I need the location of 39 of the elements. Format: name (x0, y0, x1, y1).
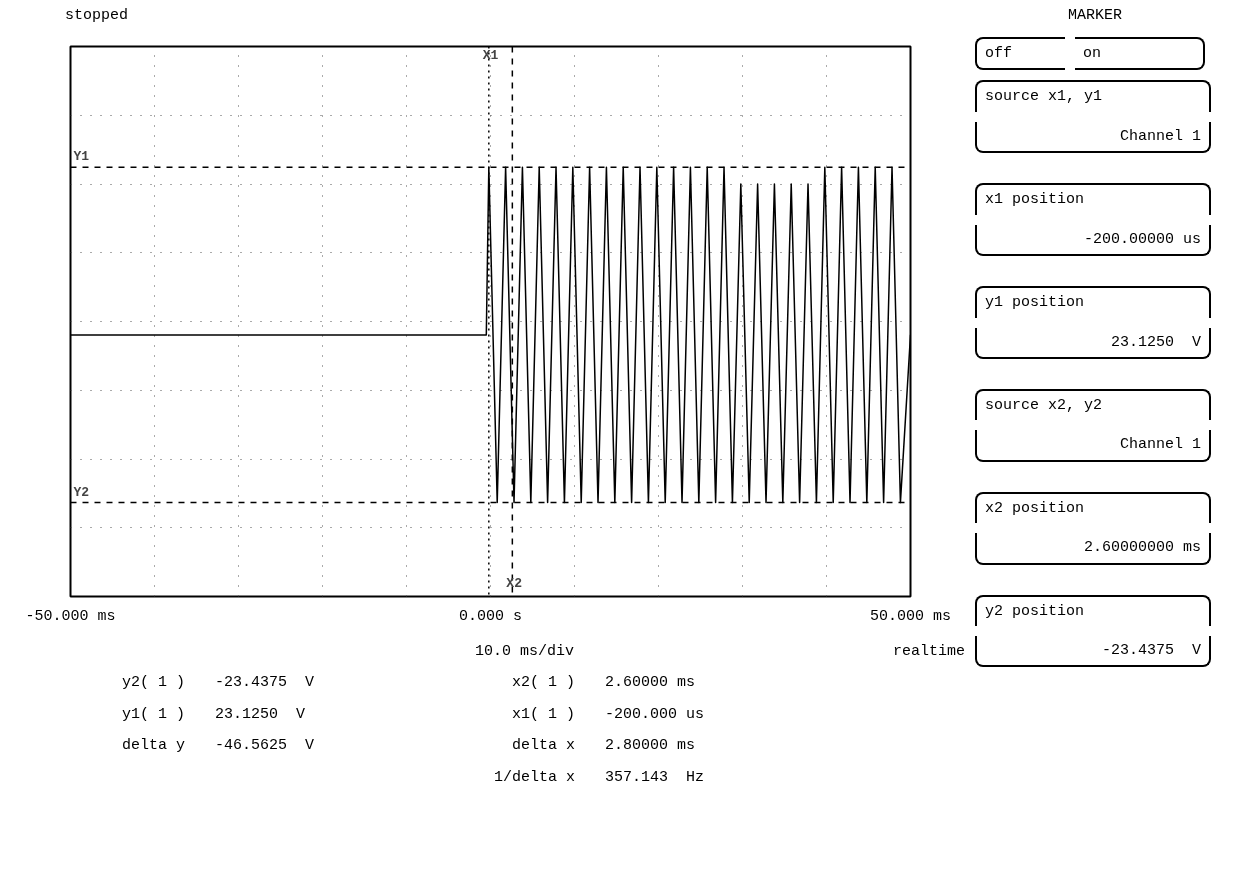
text: delta y (121, 736, 185, 757)
text: MARKER (1067, 6, 1122, 26)
text: x1( 1 ) (511, 704, 575, 725)
x-tick-label: 50.000 ms (869, 607, 952, 625)
x-tick-label: -50.000 ms (25, 607, 116, 625)
text: stopped (65, 6, 129, 26)
text: realtime (892, 642, 965, 662)
text: y2 position (985, 601, 1085, 622)
text: -23.4375 V (1101, 641, 1201, 662)
text: 2.60000 ms (605, 673, 696, 694)
text: 10.0 ms/div (475, 642, 575, 662)
ref-line-label: X1 (482, 47, 499, 63)
text: x2 position (985, 498, 1085, 519)
text: 1/delta x (493, 767, 575, 788)
text: off (985, 44, 1013, 64)
ref-line-label: Y2 (73, 484, 90, 500)
text: x1 position (985, 190, 1085, 211)
source-note: source x1, y1 (985, 87, 1103, 108)
text: y1 position (985, 293, 1085, 314)
text: 357.143 Hz (605, 767, 705, 788)
text: -23.4375 V (215, 673, 315, 694)
text: -200.000 us (605, 704, 705, 725)
text: 2.80000 ms (605, 736, 696, 757)
text: 2.60000000 ms (1083, 538, 1201, 559)
ref-line-label: X2 (506, 575, 523, 591)
text: -46.5625 V (215, 736, 315, 757)
ref-line-label: Y1 (73, 149, 90, 165)
text: on (1083, 44, 1102, 64)
text: y2( 1 ) (121, 673, 185, 694)
text: 23.1250 V (1110, 332, 1201, 353)
text: -200.00000 us (1083, 229, 1201, 250)
source-note: source x2, y2 (985, 395, 1103, 416)
text: Channel 1 (1119, 126, 1201, 147)
text: y1( 1 ) (121, 704, 185, 725)
text: Channel 1 (1119, 435, 1201, 456)
text: 23.1250 V (215, 704, 306, 725)
x-tick-label: 0.000 s (458, 607, 523, 625)
text: x2( 1 ) (511, 673, 575, 694)
text: delta x (511, 736, 575, 757)
